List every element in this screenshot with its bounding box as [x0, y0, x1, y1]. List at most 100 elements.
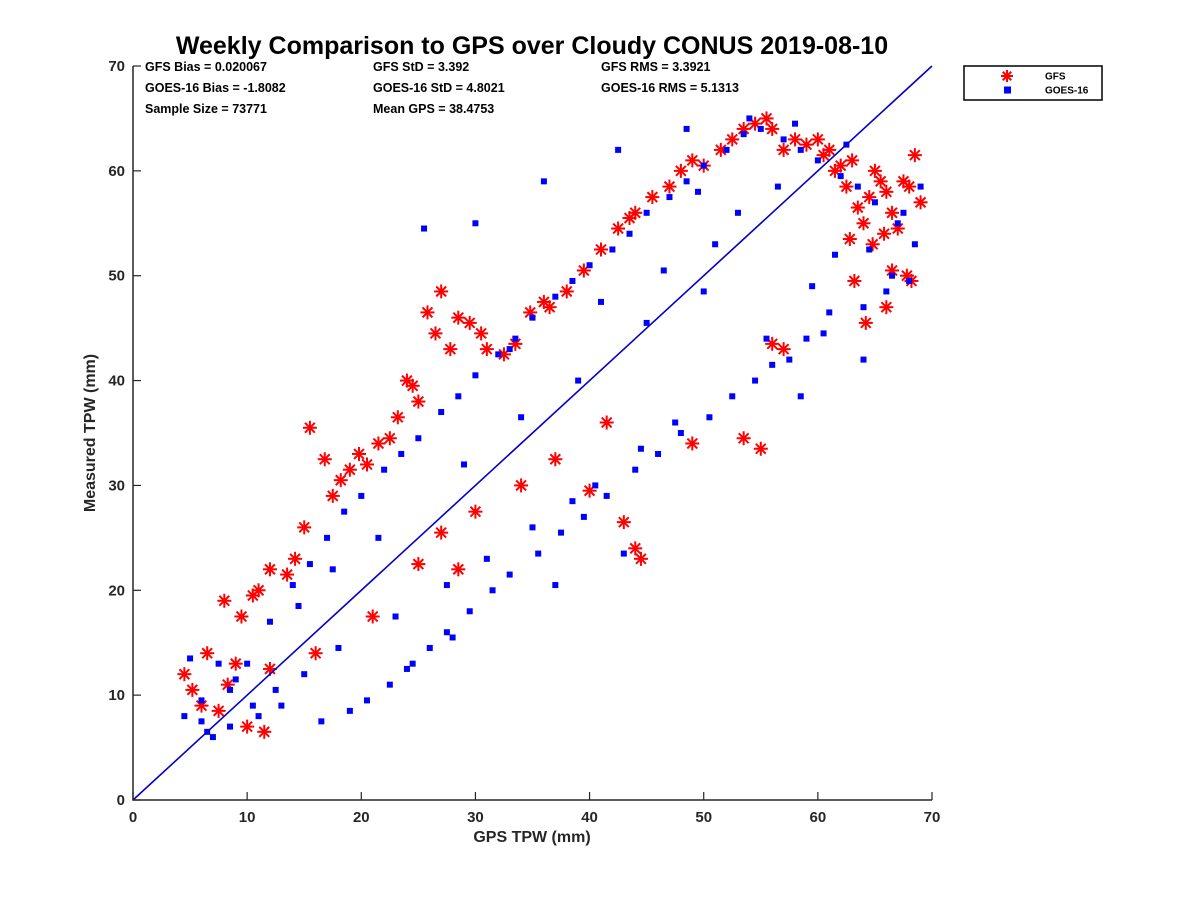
- point-goes-16: [586, 262, 593, 269]
- stat-text: Mean GPS = 38.4753: [373, 102, 494, 116]
- axes: 00 10 10 20 20 30 30 40 40 50 50 60 60 70 70: [108, 58, 940, 826]
- point-gfs: [365, 609, 380, 624]
- point-goes-16: [580, 513, 587, 520]
- stat-text: Sample Size = 73771: [145, 102, 267, 116]
- point-goes-16: [769, 361, 776, 368]
- legend-label-gfs: GFS: [1045, 72, 1066, 83]
- point-goes-16: [683, 125, 690, 132]
- point-gfs: [788, 132, 803, 147]
- point-gfs: [200, 646, 215, 661]
- point-goes-16: [666, 194, 673, 201]
- point-goes-16: [592, 482, 599, 489]
- point-goes-16: [443, 629, 450, 636]
- legend-label-goes-16: GOES-16: [1045, 86, 1089, 97]
- point-gfs: [593, 242, 608, 257]
- point-goes-16: [603, 492, 610, 499]
- point-gfs: [628, 205, 643, 220]
- point-gfs: [856, 216, 871, 231]
- point-goes-16: [278, 702, 285, 709]
- point-goes-16: [306, 561, 313, 568]
- point-gfs: [479, 342, 494, 357]
- x-tick-label: 20: [353, 809, 370, 826]
- point-goes-16: [786, 356, 793, 363]
- point-gfs: [333, 473, 348, 488]
- point-goes-16: [209, 734, 216, 741]
- point-goes-16: [449, 634, 456, 641]
- point-goes-16: [700, 162, 707, 169]
- point-gfs: [451, 562, 466, 577]
- point-gfs: [468, 504, 483, 519]
- point-goes-16: [461, 461, 468, 468]
- point-goes-16: [672, 419, 679, 426]
- point-gfs: [890, 221, 905, 236]
- point-gfs: [548, 452, 563, 467]
- point-goes-16: [232, 676, 239, 683]
- point-gfs: [280, 567, 295, 582]
- point-gfs: [845, 153, 860, 168]
- stats-block: GFS Bias = 0.020067 GFS StD = 3.392 GFS RM…: [145, 60, 739, 116]
- point-goes-16: [792, 120, 799, 127]
- point-goes-16: [826, 309, 833, 316]
- x-tick-label: 50: [695, 809, 712, 826]
- x-tick-label: 10: [239, 809, 256, 826]
- x-tick-label: 0: [129, 809, 137, 826]
- point-goes-16: [860, 304, 867, 311]
- point-gfs: [736, 431, 751, 446]
- legend-marker-gfs: [1001, 70, 1013, 82]
- point-gfs: [443, 342, 458, 357]
- point-gfs: [245, 588, 260, 603]
- chart-title: Weekly Comparison to GPS over Cloudy CON…: [176, 32, 888, 60]
- point-goes-16: [421, 225, 428, 232]
- point-gfs: [662, 179, 677, 194]
- point-goes-16: [227, 723, 234, 730]
- point-goes-16: [187, 655, 194, 662]
- point-gfs: [833, 158, 848, 173]
- point-gfs: [877, 226, 892, 241]
- point-gfs: [451, 310, 466, 325]
- point-gfs: [297, 520, 312, 535]
- y-tick-label: 70: [108, 58, 125, 75]
- series-goes-16: [181, 115, 924, 741]
- point-goes-16: [249, 702, 256, 709]
- point-goes-16: [917, 183, 924, 190]
- point-goes-16: [466, 608, 473, 615]
- point-gfs: [420, 305, 435, 320]
- point-goes-16: [809, 283, 816, 290]
- point-gfs: [759, 111, 774, 126]
- point-gfs: [776, 142, 791, 157]
- point-goes-16: [683, 178, 690, 185]
- x-tick-label: 60: [810, 809, 827, 826]
- point-goes-16: [483, 555, 490, 562]
- point-gfs: [879, 184, 894, 199]
- point-goes-16: [626, 230, 633, 237]
- stat-text: GOES-16 Bias = -1.8082: [145, 81, 286, 95]
- point-goes-16: [854, 183, 861, 190]
- point-gfs: [251, 583, 266, 598]
- point-goes-16: [426, 644, 433, 651]
- point-goes-16: [341, 508, 348, 515]
- point-gfs: [262, 562, 277, 577]
- x-axis-label: GPS TPW (mm): [473, 829, 590, 846]
- legend: GFS GOES-16: [963, 65, 1103, 101]
- point-gfs: [371, 436, 386, 451]
- point-goes-16: [255, 713, 262, 720]
- point-gfs: [913, 195, 928, 210]
- point-goes-16: [335, 644, 342, 651]
- point-gfs: [382, 431, 397, 446]
- point-goes-16: [301, 671, 308, 678]
- point-goes-16: [324, 534, 331, 541]
- point-goes-16: [535, 550, 542, 557]
- x-tick-label: 40: [581, 809, 598, 826]
- point-gfs: [342, 462, 357, 477]
- point-gfs: [867, 163, 882, 178]
- point-goes-16: [780, 136, 787, 143]
- point-goes-16: [837, 173, 844, 180]
- point-goes-16: [746, 115, 753, 122]
- point-goes-16: [363, 697, 370, 704]
- point-goes-16: [506, 571, 513, 578]
- y-tick-label: 0: [117, 792, 125, 809]
- point-goes-16: [655, 450, 662, 457]
- point-goes-16: [552, 293, 559, 300]
- point-goes-16: [763, 335, 770, 342]
